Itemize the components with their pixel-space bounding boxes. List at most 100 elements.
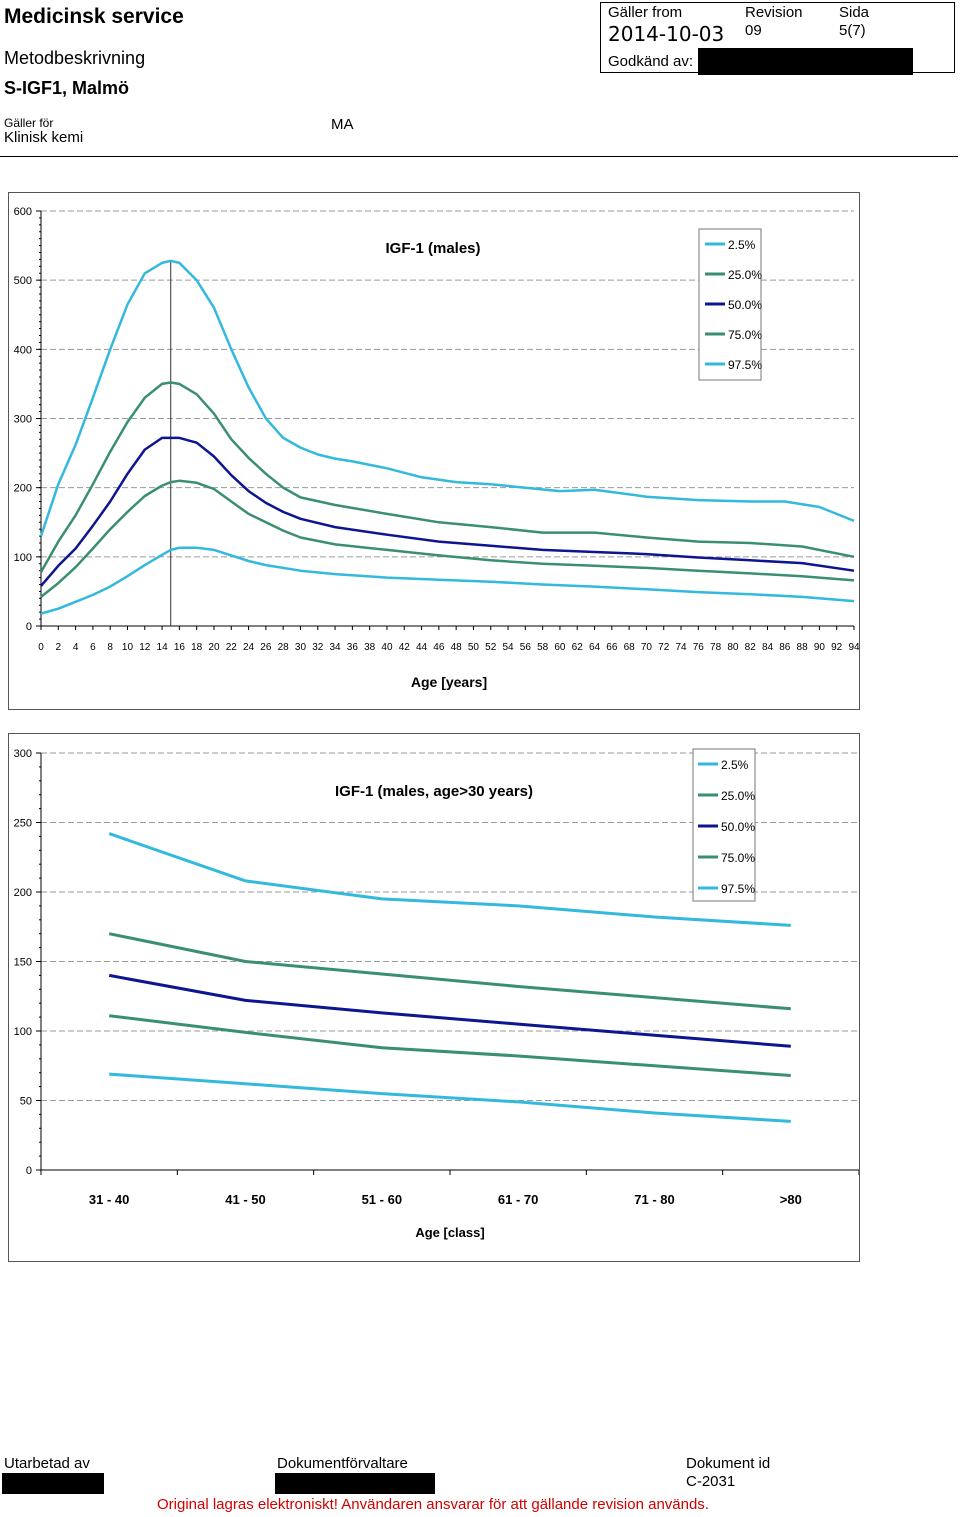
valid-from-label: Gäller from [608, 4, 683, 21]
x-tick-label: 46 [433, 642, 445, 653]
legend-label: 75.0% [721, 851, 755, 865]
x-category-label: 61 - 70 [498, 1192, 538, 1207]
chart-title: IGF-1 (males) [385, 240, 480, 257]
x-category-label: 41 - 50 [225, 1192, 265, 1207]
revision-number: 09 [745, 22, 762, 39]
x-tick-label: 40 [381, 642, 393, 653]
redacted-document-manager [275, 1473, 435, 1494]
revision-label: Revision [745, 4, 803, 21]
series-line-50.0% [40, 436, 855, 587]
redacted-approver [698, 48, 913, 75]
x-tick-label: 16 [174, 642, 186, 653]
x-tick-label: 72 [658, 642, 670, 653]
prepared-by-label: Utarbetad av [4, 1455, 90, 1472]
x-tick-label: 52 [485, 642, 497, 653]
chart-title: IGF-1 (males, age>30 years) [335, 783, 533, 800]
legend-label: 75.0% [728, 328, 762, 342]
x-tick-label: 28 [278, 642, 290, 653]
x-tick-label: 90 [814, 642, 826, 653]
x-tick-label: 64 [589, 642, 601, 653]
x-category-label: 31 - 40 [89, 1192, 129, 1207]
series-line-25.0% [109, 1014, 791, 1077]
x-tick-label: 86 [779, 642, 791, 653]
x-category-label: 71 - 80 [634, 1192, 674, 1207]
y-tick-label: 500 [14, 275, 32, 287]
y-tick-label: 50 [20, 1096, 32, 1108]
header-title: Medicinsk service [4, 5, 184, 28]
x-tick-label: 32 [312, 642, 324, 653]
x-tick-label: 26 [260, 642, 272, 653]
x-tick-label: 80 [727, 642, 739, 653]
x-tick-label: 18 [191, 642, 203, 653]
x-tick-label: 20 [208, 642, 220, 653]
x-tick-label: 92 [831, 642, 843, 653]
x-tick-label: 22 [226, 642, 238, 653]
x-tick-label: 78 [710, 642, 722, 653]
x-tick-label: 24 [243, 642, 255, 653]
series-line-50.0% [108, 973, 791, 1048]
y-tick-label: 600 [14, 206, 32, 218]
y-tick-label: 100 [14, 552, 32, 564]
legend-label: 97.5% [721, 882, 755, 896]
x-tick-label: 84 [762, 642, 774, 653]
chart-igf1-males-frame: 0 100 200 300 400 500 600 0 2 4 6 8 10 12 14 16 18 20 22 24… [8, 192, 860, 710]
document-name: S-IGF1, Malmö [4, 78, 130, 98]
x-tick-label: 36 [347, 642, 359, 653]
y-tick-label: 200 [14, 887, 32, 899]
y-tick-label: 0 [26, 621, 32, 633]
x-tick-label: 12 [139, 642, 151, 653]
x-category-label: 51 - 60 [362, 1192, 402, 1207]
x-tick-label: 0 [38, 642, 44, 653]
x-axis-label: Age [class] [415, 1225, 484, 1240]
x-tick-label: 60 [554, 642, 566, 653]
area-code: MA [331, 116, 354, 133]
applies-to-label: Gäller för [4, 116, 54, 130]
approved-by-label: Godkänd av: [608, 53, 694, 70]
redacted-preparer [2, 1473, 104, 1494]
x-tick-label: 94 [848, 642, 859, 653]
x-tick-label: 66 [606, 642, 618, 653]
y-tick-label: 300 [14, 414, 32, 426]
legend-label: 25.0% [728, 268, 762, 282]
series-line-97.5% [108, 832, 791, 927]
legend-label: 97.5% [728, 358, 762, 372]
chart-igf1-males-age30-frame: 0 50 100 150 200 250 300 31 - 40 41 - 50 51 - 60 6… [8, 733, 860, 1262]
x-tick-label: 14 [157, 642, 169, 653]
x-tick-label: 30 [295, 642, 307, 653]
legend-label: 50.0% [728, 298, 762, 312]
x-tick-label: 54 [502, 642, 514, 653]
applies-to-value: Klinisk kemi [4, 129, 84, 146]
x-tick-label: 74 [675, 642, 687, 653]
y-tick-label: 300 [14, 748, 32, 760]
x-tick-label: 62 [572, 642, 584, 653]
x-tick-label: 44 [416, 642, 428, 653]
x-tick-label: 8 [107, 642, 113, 653]
y-tick-label: 400 [14, 344, 32, 356]
x-tick-label: 10 [122, 642, 134, 653]
series-line-2.5% [40, 546, 855, 615]
y-tick-label: 150 [14, 957, 32, 969]
x-tick-label: 34 [330, 642, 342, 653]
x-tick-label: 68 [624, 642, 636, 653]
x-tick-label: 50 [468, 642, 480, 653]
page-number: 5(7) [839, 22, 866, 39]
y-tick-label: 200 [14, 483, 32, 495]
legend-box [692, 748, 756, 902]
series-line-75.0% [108, 932, 791, 1011]
x-category-label: >80 [780, 1192, 802, 1207]
header-subtitle: Metodbeskrivning [4, 48, 146, 68]
document-id: C-2031 [686, 1473, 736, 1490]
series-line-25.0% [40, 479, 855, 598]
series-line-2.5% [109, 1072, 791, 1123]
x-tick-label: 38 [364, 642, 376, 653]
x-axis-label: Age [years] [411, 674, 487, 690]
footer-note: Original lagras elektroniskt! Användaren… [157, 1496, 709, 1513]
header-divider [0, 156, 958, 157]
legend-label: 2.5% [721, 758, 749, 772]
page-label: Sida [839, 4, 870, 21]
series-line-75.0% [39, 381, 855, 573]
chart-igf1-males-age30: 0 50 100 150 200 250 300 31 - 40 41 - 50 51 - 60 6… [14, 748, 860, 1240]
document-id-label: Dokument id [686, 1455, 771, 1472]
legend-label: 2.5% [728, 238, 756, 252]
